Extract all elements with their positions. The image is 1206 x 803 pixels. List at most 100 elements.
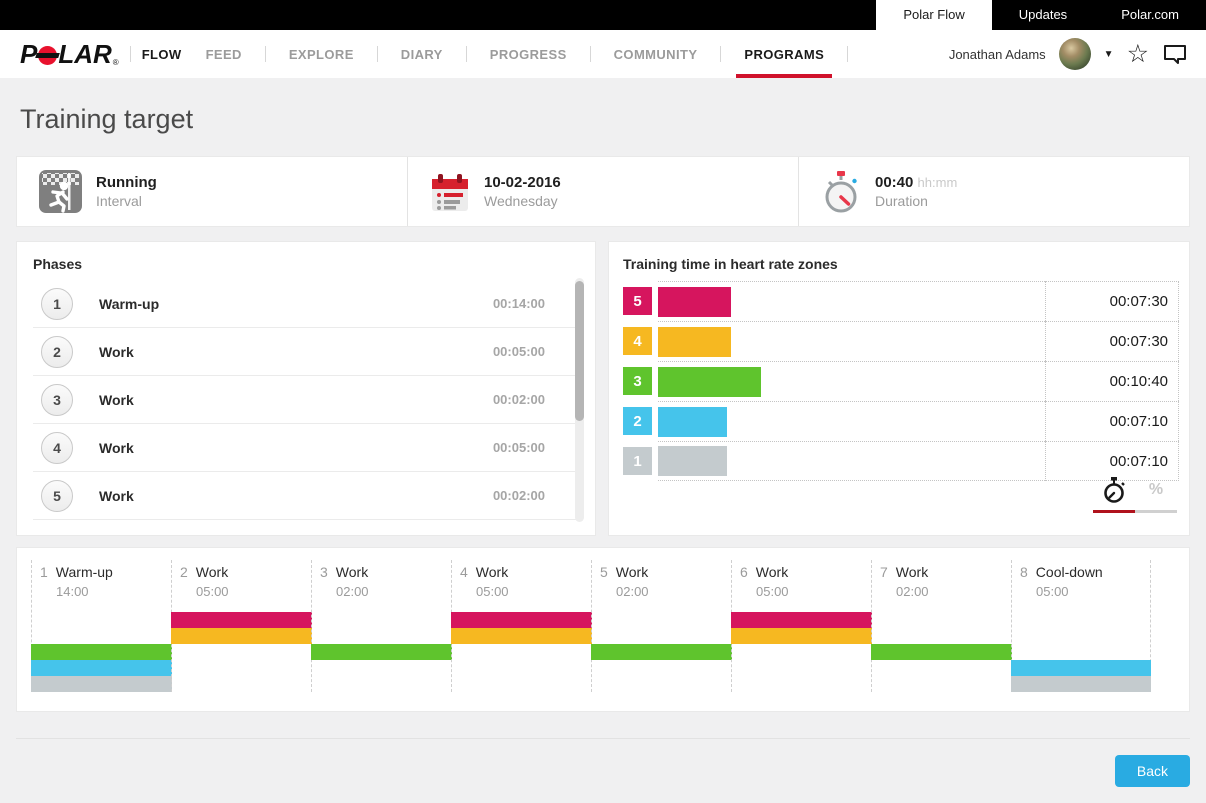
timeline-zone-band-1 — [1011, 676, 1151, 692]
phases-scrollbar-thumb[interactable] — [575, 281, 584, 421]
phase-list-item: 5Work00:02:00 — [33, 472, 579, 520]
tab-polar-flow[interactable]: Polar Flow — [876, 0, 991, 30]
target-date: 10-02-2016 — [484, 173, 561, 192]
phases-scrollbar-track[interactable] — [575, 278, 584, 522]
toggle-underline — [1093, 510, 1177, 513]
top-site-bar: Polar Flow Updates Polar.com — [0, 0, 1206, 30]
phase-number-badge: 3 — [41, 384, 73, 416]
nav-divider — [130, 46, 131, 62]
page-title: Training target — [20, 104, 1190, 135]
summary-date-section: 10-02-2016 Wednesday — [407, 157, 798, 226]
zone-row: 200:07:10 — [623, 401, 1179, 441]
timeline-phase-header: 1Warm-up — [32, 564, 171, 580]
phase-number-badge: 5 — [41, 480, 73, 512]
timeline-phase-header: 3Work — [312, 564, 451, 580]
zone-number-badge: 5 — [623, 287, 652, 315]
timeline-phase-duration: 05:00 — [1012, 584, 1150, 599]
nav-item-community[interactable]: COMMUNITY — [602, 30, 710, 78]
timeline-zone-band-5 — [171, 612, 312, 628]
timeline-phase-duration: 05:00 — [732, 584, 871, 599]
timeline-phase-name: Cool-down — [1036, 564, 1103, 580]
tab-polar-com[interactable]: Polar.com — [1094, 0, 1206, 30]
polar-logo-text-right: LAR — [58, 39, 111, 70]
timeline-zone-bars — [732, 612, 871, 692]
nav-divider — [265, 46, 266, 62]
phase-duration: 00:14:00 — [493, 296, 545, 311]
chevron-down-icon[interactable]: ▼ — [1104, 49, 1114, 60]
timeline-zone-bars — [172, 612, 311, 692]
phase-duration: 00:02:00 — [493, 392, 545, 407]
timeline-zone-bars — [312, 612, 451, 692]
toggle-percent-option[interactable]: % — [1135, 475, 1177, 505]
timeline-phase-column: 7Work 02:00 — [871, 560, 1011, 692]
tab-updates[interactable]: Updates — [992, 0, 1094, 30]
phase-duration: 00:05:00 — [493, 440, 545, 455]
timeline-phase-header: 7Work — [872, 564, 1011, 580]
summary-duration-section: 00:40 hh:mm Duration — [798, 157, 1189, 226]
target-weekday: Wednesday — [484, 192, 561, 210]
timeline-zone-band-4 — [731, 628, 872, 644]
timeline-phase-name: Work — [616, 564, 648, 580]
duration-unit: hh:mm — [918, 175, 958, 190]
timeline-phase-header: 6Work — [732, 564, 871, 580]
timeline-phase-duration: 02:00 — [312, 584, 451, 599]
page-footer: Back — [16, 738, 1190, 787]
timeline-phase-column: 4Work05:00 — [451, 560, 591, 692]
calendar-icon — [430, 171, 470, 213]
timeline-phase-number: 5 — [600, 564, 608, 580]
timeline-zone-bars — [32, 612, 171, 692]
timeline-zone-band-3 — [311, 644, 452, 660]
nav-item-feed[interactable]: FEED — [194, 30, 254, 78]
timeline-phase-column: 3Work 02:00 — [311, 560, 451, 692]
favorites-star-icon[interactable]: ☆ — [1127, 42, 1149, 67]
back-button[interactable]: Back — [1115, 755, 1190, 787]
feedback-chat-icon[interactable] — [1162, 42, 1188, 66]
phase-name: Work — [99, 440, 493, 456]
timeline-zone-bars — [452, 612, 591, 692]
nav-item-diary[interactable]: DIARY — [389, 30, 455, 78]
polar-logo[interactable]: PLAR® — [20, 39, 119, 70]
timeline-phase-column: 2Work05:00 — [171, 560, 311, 692]
timeline-phase-header: 5 Work — [592, 564, 731, 580]
zone-number-badge: 4 — [623, 327, 652, 355]
timeline-phase-name: Work — [896, 564, 928, 580]
timeline-phase-duration: 05:00 — [452, 584, 591, 599]
page-content: Training target — [0, 104, 1206, 712]
phase-duration: 00:02:00 — [493, 488, 545, 503]
nav-divider — [720, 46, 721, 62]
stopwatch-icon — [821, 170, 861, 214]
timeline-zone-bars — [1012, 612, 1150, 692]
phase-name: Work — [99, 344, 493, 360]
zone-bar-track — [658, 361, 1045, 401]
phases-panel-title: Phases — [33, 256, 579, 272]
toggle-duration-option[interactable] — [1093, 475, 1135, 505]
nav-item-programs[interactable]: PROGRAMS — [732, 30, 836, 78]
zone-time-value: 00:07:30 — [1045, 321, 1179, 361]
stopwatch-toggle-icon — [1101, 476, 1127, 504]
timeline-phase-duration: 02:00 — [872, 584, 1011, 599]
phase-list-item: 4Work00:05:00 — [33, 424, 579, 472]
zones-panel-title: Training time in heart rate zones — [623, 256, 1179, 272]
timeline-phase-column: 1Warm-up 14:00 — [31, 560, 171, 692]
sport-name: Running — [96, 173, 157, 192]
nav-item-flow[interactable]: FLOW — [142, 30, 194, 78]
timeline-phase-duration: 02:00 — [592, 584, 731, 599]
timeline-columns: 1Warm-up14:002Work05:003Work02:004Work05… — [31, 560, 1189, 692]
zone-bar-track — [658, 321, 1045, 361]
zone-bar-track — [658, 441, 1045, 481]
nav-item-explore[interactable]: EXPLORE — [277, 30, 366, 78]
timeline-zone-band-5 — [731, 612, 872, 628]
avatar[interactable] — [1059, 38, 1091, 70]
timeline-phase-duration: 14:00 — [32, 584, 171, 599]
toggle-underline-unselected — [1135, 510, 1177, 513]
zone-row: 300:10:40 — [623, 361, 1179, 401]
user-name[interactable]: Jonathan Adams — [949, 47, 1046, 62]
timeline-phase-column: 6Work 05:00 — [731, 560, 871, 692]
timeline-phase-name: Work — [336, 564, 368, 580]
target-summary-card: Running Interval 10-02-2016 Wednesday — [16, 156, 1190, 227]
duration-value: 00:40 — [875, 174, 913, 191]
navbar-user-area: Jonathan Adams ▼ ☆ — [949, 38, 1188, 70]
zone-bar-track — [658, 281, 1045, 321]
percent-icon: % — [1149, 481, 1163, 499]
nav-item-progress[interactable]: PROGRESS — [478, 30, 579, 78]
